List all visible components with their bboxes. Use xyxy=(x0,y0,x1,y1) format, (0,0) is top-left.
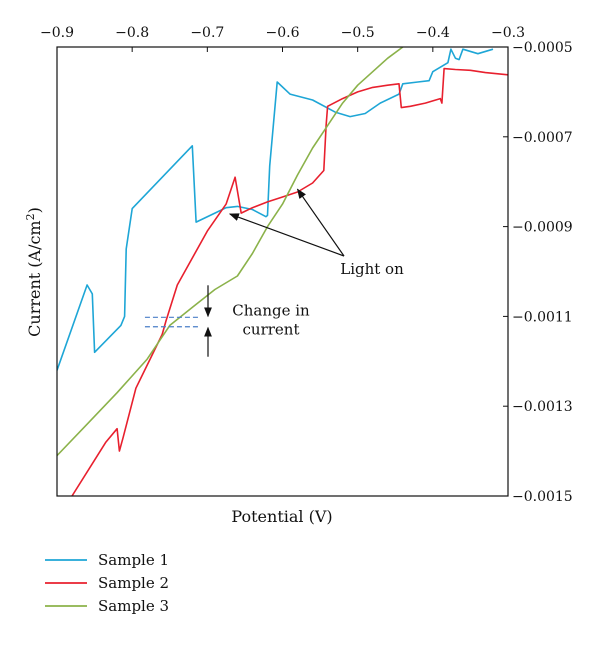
series-line-sample-2 xyxy=(71,67,508,496)
legend-label: Sample 3 xyxy=(98,597,169,615)
y-tick-label: −0.0005 xyxy=(512,40,573,56)
y-axis-title: Current (A/cm2) xyxy=(24,207,44,337)
y-axis: −0.0005 −0.0007 −0.0009 −0.0011 −0.0013 −0.00… xyxy=(503,40,573,505)
y-tick-label: −0.0015 xyxy=(512,489,573,505)
series-line-sample-3 xyxy=(57,47,405,457)
x-tick-label: −0.8 xyxy=(115,25,149,41)
change-label-line1: Change in xyxy=(232,301,310,319)
light-on-arrow xyxy=(228,213,345,257)
x-tick-label: −0.6 xyxy=(266,25,300,41)
legend: Sample 1 Sample 2 Sample 3 xyxy=(45,551,169,615)
x-tick-label: −0.9 xyxy=(40,25,74,41)
y-tick-label: −0.0011 xyxy=(512,309,573,325)
y-tick-label: −0.0007 xyxy=(512,130,573,146)
x-tick-label: −0.3 xyxy=(491,25,525,41)
light-on-label: Light on xyxy=(340,260,404,278)
series-line-sample-1 xyxy=(57,48,494,371)
light-on-arrow xyxy=(296,188,345,257)
series-layer xyxy=(57,47,508,496)
x-tick-label: −0.4 xyxy=(416,25,450,41)
legend-label: Sample 1 xyxy=(98,551,169,569)
x-tick-label: −0.7 xyxy=(190,25,224,41)
y-tick-label: −0.0009 xyxy=(512,220,573,236)
plot-frame xyxy=(56,46,509,497)
change-label-line2: current xyxy=(243,320,300,338)
x-axis: −0.9 −0.8 −0.7 −0.6 −0.5 −0.4 −0.3 xyxy=(40,25,525,52)
x-axis-title: Potential (V) xyxy=(231,507,332,526)
x-tick-label: −0.5 xyxy=(341,25,375,41)
y-tick-label: −0.0013 xyxy=(512,399,573,415)
legend-label: Sample 2 xyxy=(98,574,169,592)
